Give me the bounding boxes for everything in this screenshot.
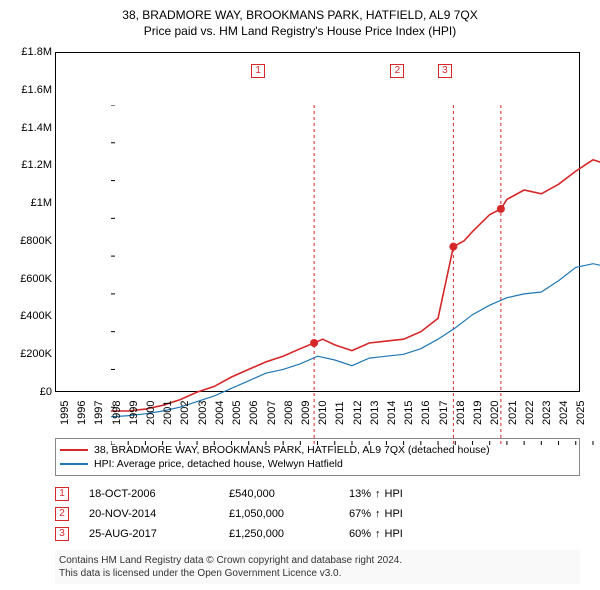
x-tick-label: 2016 [420,401,432,425]
annotation-marker: 2 [55,507,69,521]
annotation-marker: 3 [55,527,69,541]
x-tick-label: 2011 [334,401,346,425]
x-tick-label: 2002 [179,401,191,425]
annotation-price: £540,000 [229,488,349,500]
x-tick-label: 2025 [575,401,587,425]
x-tick-label: 2012 [352,401,364,425]
legend-swatch [60,449,88,451]
y-tick-label: £1M [31,197,52,209]
x-tick-label: 2014 [386,401,398,425]
x-tick-label: 2004 [214,401,226,425]
annotation-pct: 13%↑HPI [349,488,403,500]
annotation-price: £1,250,000 [229,528,349,540]
x-tick-label: 2009 [300,401,312,425]
sale-annotations: 1 18-OCT-2006£540,00013%↑HPI 2 20-NOV-2014£… [55,484,580,544]
x-tick-label: 2006 [248,401,260,425]
x-tick-label: 2019 [472,401,484,425]
y-tick-label: £600K [20,273,52,285]
annotation-date: 25-AUG-2017 [89,528,229,540]
annotation-row: 3 25-AUG-2017£1,250,00060%↑HPI [55,524,580,544]
y-tick-label: £800K [20,235,52,247]
series-property [111,160,600,411]
x-tick-label: 1995 [59,401,71,425]
y-tick-label: £200K [20,348,52,360]
annotation-date: 20-NOV-2014 [89,508,229,520]
annotation-date: 18-OCT-2006 [89,488,229,500]
x-tick-label: 2023 [541,401,553,425]
annotation-pct: 60%↑HPI [349,528,403,540]
x-tick-label: 2020 [489,401,501,425]
x-tick-label: 2001 [162,401,174,425]
x-tick-label: 2007 [266,401,278,425]
x-tick-label: 2018 [455,401,467,425]
legend-item: 38, BRADMORE WAY, BROOKMANS PARK, HATFIE… [60,443,575,457]
legend: 38, BRADMORE WAY, BROOKMANS PARK, HATFIE… [55,438,580,476]
footer-line-1: Contains HM Land Registry data © Crown c… [59,554,576,567]
chart-svg [111,105,600,445]
legend-label: HPI: Average price, detached house, Welw… [94,458,343,470]
arrow-up-icon: ↑ [375,488,381,500]
y-tick-label: £1.4M [21,122,52,134]
series-hpi [111,264,600,417]
x-tick-label: 2017 [438,401,450,425]
sale-guidelines [314,105,501,445]
x-tick-label: 1998 [111,401,123,425]
footer-line-2: This data is licensed under the Open Gov… [59,567,576,580]
x-tick-label: 2022 [524,401,536,425]
series-group [111,160,600,417]
address-title: 38, BRADMORE WAY, BROOKMANS PARK, HATFIE… [0,8,600,22]
attribution-footer: Contains HM Land Registry data © Crown c… [55,550,580,584]
y-tick-label: £0 [40,386,52,398]
x-tick-label: 1996 [76,401,88,425]
x-tick-label: 2024 [558,401,570,425]
legend-label: 38, BRADMORE WAY, BROOKMANS PARK, HATFIE… [94,444,490,456]
arrow-up-icon: ↑ [375,508,381,520]
annotation-price: £1,050,000 [229,508,349,520]
arrow-up-icon: ↑ [375,528,381,540]
y-tick-label: £1.8M [21,46,52,58]
annotation-row: 1 18-OCT-2006£540,00013%↑HPI [55,484,580,504]
x-tick-label: 2000 [145,401,157,425]
x-tick-label: 2021 [507,401,519,425]
sale-marker-3: 3 [438,64,452,78]
sale-marker-2: 2 [390,64,404,78]
sale-dots [310,205,505,347]
plot-area [55,52,580,392]
y-tick-label: £1.6M [21,84,52,96]
x-tick-label: 1997 [93,401,105,425]
gridlines [111,105,600,445]
legend-item: HPI: Average price, detached house, Welw… [60,457,575,471]
x-tick-label: 2008 [283,401,295,425]
annotation-pct: 67%↑HPI [349,508,403,520]
titles: 38, BRADMORE WAY, BROOKMANS PARK, HATFIE… [0,0,600,38]
x-tick-label: 2003 [197,401,209,425]
subtitle: Price paid vs. HM Land Registry's House … [0,22,600,38]
x-tick-label: 1999 [128,401,140,425]
x-tick-label: 2005 [231,401,243,425]
x-tick-label: 2015 [403,401,415,425]
annotation-marker: 1 [55,487,69,501]
x-tick-label: 2010 [317,401,329,425]
annotation-row: 2 20-NOV-2014£1,050,00067%↑HPI [55,504,580,524]
y-tick-label: £1.2M [21,159,52,171]
chart-container: 38, BRADMORE WAY, BROOKMANS PARK, HATFIE… [0,0,600,590]
y-tick-label: £400K [20,310,52,322]
legend-swatch [60,463,88,465]
x-tick-label: 2013 [369,401,381,425]
sale-marker-1: 1 [251,64,265,78]
